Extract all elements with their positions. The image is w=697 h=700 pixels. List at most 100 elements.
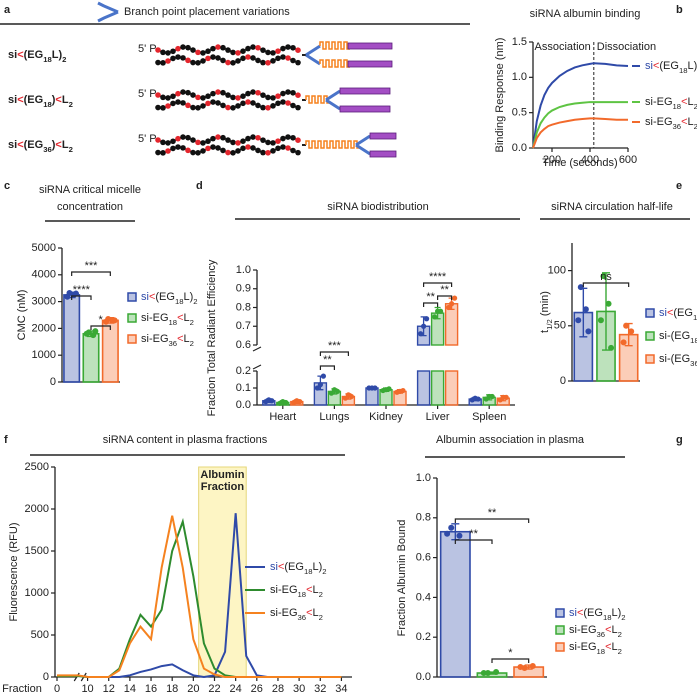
nucleotide — [175, 135, 181, 142]
nucleotide — [160, 49, 166, 56]
nucleotide — [215, 44, 221, 50]
nucleotide — [260, 59, 266, 66]
label-part: (EG — [24, 139, 44, 151]
legend-label: si-EG36<L2 — [645, 116, 697, 131]
label-part: 2 — [69, 100, 73, 109]
chart-title: siRNA critical micelle — [39, 184, 141, 196]
data-point — [342, 395, 348, 401]
data-point — [421, 323, 427, 329]
data-point — [64, 293, 71, 300]
data-point — [83, 330, 90, 337]
nucleotide — [295, 104, 301, 111]
y-tick-label: 2500 — [25, 461, 49, 473]
nucleotide — [190, 104, 196, 111]
panel-label: e — [676, 180, 682, 192]
nucleotide — [215, 145, 221, 151]
legend-swatch — [127, 334, 137, 344]
eg-linker — [305, 95, 330, 104]
data-point — [320, 373, 326, 379]
nucleotide — [190, 47, 196, 53]
nucleotide — [270, 95, 276, 101]
label-part: < — [605, 641, 611, 653]
eg-linker — [305, 140, 360, 149]
nucleotide — [165, 148, 171, 154]
label-part: 18 — [679, 66, 688, 75]
label-part: 1/2 — [545, 319, 554, 330]
branch — [355, 134, 371, 156]
nucleotide — [265, 104, 271, 111]
legend-swatch — [645, 331, 655, 341]
y-tick-label: 3000 — [32, 296, 56, 308]
series-line — [532, 117, 628, 149]
data-point — [605, 300, 612, 307]
nucleotide — [265, 49, 271, 56]
nucleotide — [195, 49, 201, 56]
significance-bracket — [582, 282, 630, 287]
nucleotide — [295, 92, 301, 99]
data-point — [424, 316, 430, 322]
label-part: 36 — [169, 339, 178, 348]
label-part: si — [659, 307, 667, 319]
label-part: L) — [313, 561, 323, 573]
nucleotide — [185, 44, 191, 51]
nucleotide — [220, 147, 226, 154]
significance-bracket — [319, 365, 335, 370]
nucleotide — [250, 44, 256, 50]
legend-swatch — [555, 608, 565, 618]
label-part: 36 — [43, 145, 52, 154]
nucleotide — [155, 47, 161, 53]
data-point — [600, 273, 607, 280]
nucleotide — [240, 55, 246, 62]
nucleotide — [275, 100, 281, 107]
nucleotide — [240, 145, 246, 152]
y-tick-label: 0 — [50, 376, 56, 388]
bar — [444, 370, 459, 406]
nucleotide — [250, 89, 256, 95]
nucleotide — [155, 59, 161, 66]
data-point — [608, 344, 615, 351]
label-part: si-EG — [645, 96, 673, 108]
nucleotide — [215, 89, 221, 95]
y-tick-label: 2000 — [25, 503, 49, 515]
label-part: si — [645, 60, 653, 72]
label-part: 18 — [169, 318, 178, 327]
nucleotide — [210, 135, 216, 142]
diagram-title: Branch point placement variations — [124, 6, 290, 18]
nucleotide — [265, 149, 271, 156]
label-part: L — [313, 584, 319, 596]
label-part: L — [612, 641, 618, 653]
x-tick-label: 400 — [581, 154, 599, 166]
label-part: < — [653, 60, 659, 72]
nucleotide — [205, 145, 211, 152]
series-line — [532, 101, 628, 149]
x-tick-label: 30 — [293, 683, 305, 695]
label-part: si — [8, 49, 17, 61]
label-part: < — [17, 139, 23, 151]
y-tick-label: 4000 — [32, 269, 56, 281]
y-tick-label: 0.9 — [236, 283, 251, 295]
nucleotide — [220, 89, 226, 96]
data-point — [456, 532, 463, 539]
significance-bracket — [71, 295, 92, 300]
data-point — [628, 328, 635, 335]
nucleotide — [275, 138, 281, 144]
nucleotide — [180, 145, 186, 151]
legend-swatch — [555, 642, 565, 652]
nucleotide — [200, 95, 206, 101]
nucleotide — [210, 144, 216, 150]
nucleotide — [215, 55, 221, 61]
data-point — [575, 317, 582, 324]
nucleotide — [185, 134, 191, 141]
label-part: si-EG — [569, 641, 597, 653]
bar — [439, 530, 471, 678]
nucleotide — [255, 57, 261, 64]
annotation: Association — [535, 41, 591, 53]
chart-title: Albumin association in plasma — [436, 434, 585, 446]
y-axis-label: Fluorescence (RFU) — [8, 522, 20, 621]
legend-label: si<(EG18L)2 — [141, 291, 198, 306]
label-part: 2 — [618, 647, 622, 656]
label-part: L — [688, 116, 694, 128]
label-part: si — [270, 561, 278, 573]
nucleotide — [155, 137, 161, 143]
